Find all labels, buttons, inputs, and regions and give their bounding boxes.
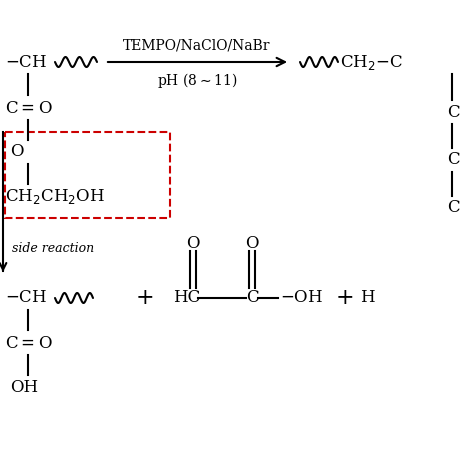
Text: $-$CH: $-$CH [5, 54, 47, 71]
Text: O: O [10, 144, 24, 161]
Text: C: C [246, 290, 259, 307]
Text: $-$CH: $-$CH [5, 290, 47, 307]
Text: $-$OH: $-$OH [280, 290, 323, 307]
Text: TEMPO/NaClO/NaBr: TEMPO/NaClO/NaBr [123, 38, 271, 52]
Text: side reaction: side reaction [12, 241, 94, 255]
Text: CH$_2$CH$_2$OH: CH$_2$CH$_2$OH [5, 188, 105, 207]
Text: O: O [186, 235, 200, 252]
Text: C: C [447, 200, 460, 217]
Text: OH: OH [10, 380, 38, 396]
Bar [5, 132, 170, 218]
Text: C: C [447, 152, 460, 168]
Text: O: O [245, 235, 259, 252]
Text: +: + [336, 287, 354, 309]
Text: H: H [360, 290, 374, 307]
Text: C: C [447, 103, 460, 120]
Text: C$=$O: C$=$O [5, 335, 53, 352]
Text: pH (8$\sim$11): pH (8$\sim$11) [157, 71, 237, 90]
Text: +: + [136, 287, 155, 309]
Text: CH$_2$$-$C: CH$_2$$-$C [340, 53, 403, 72]
Text: HC: HC [173, 290, 200, 307]
Text: C$=$O: C$=$O [5, 100, 53, 117]
